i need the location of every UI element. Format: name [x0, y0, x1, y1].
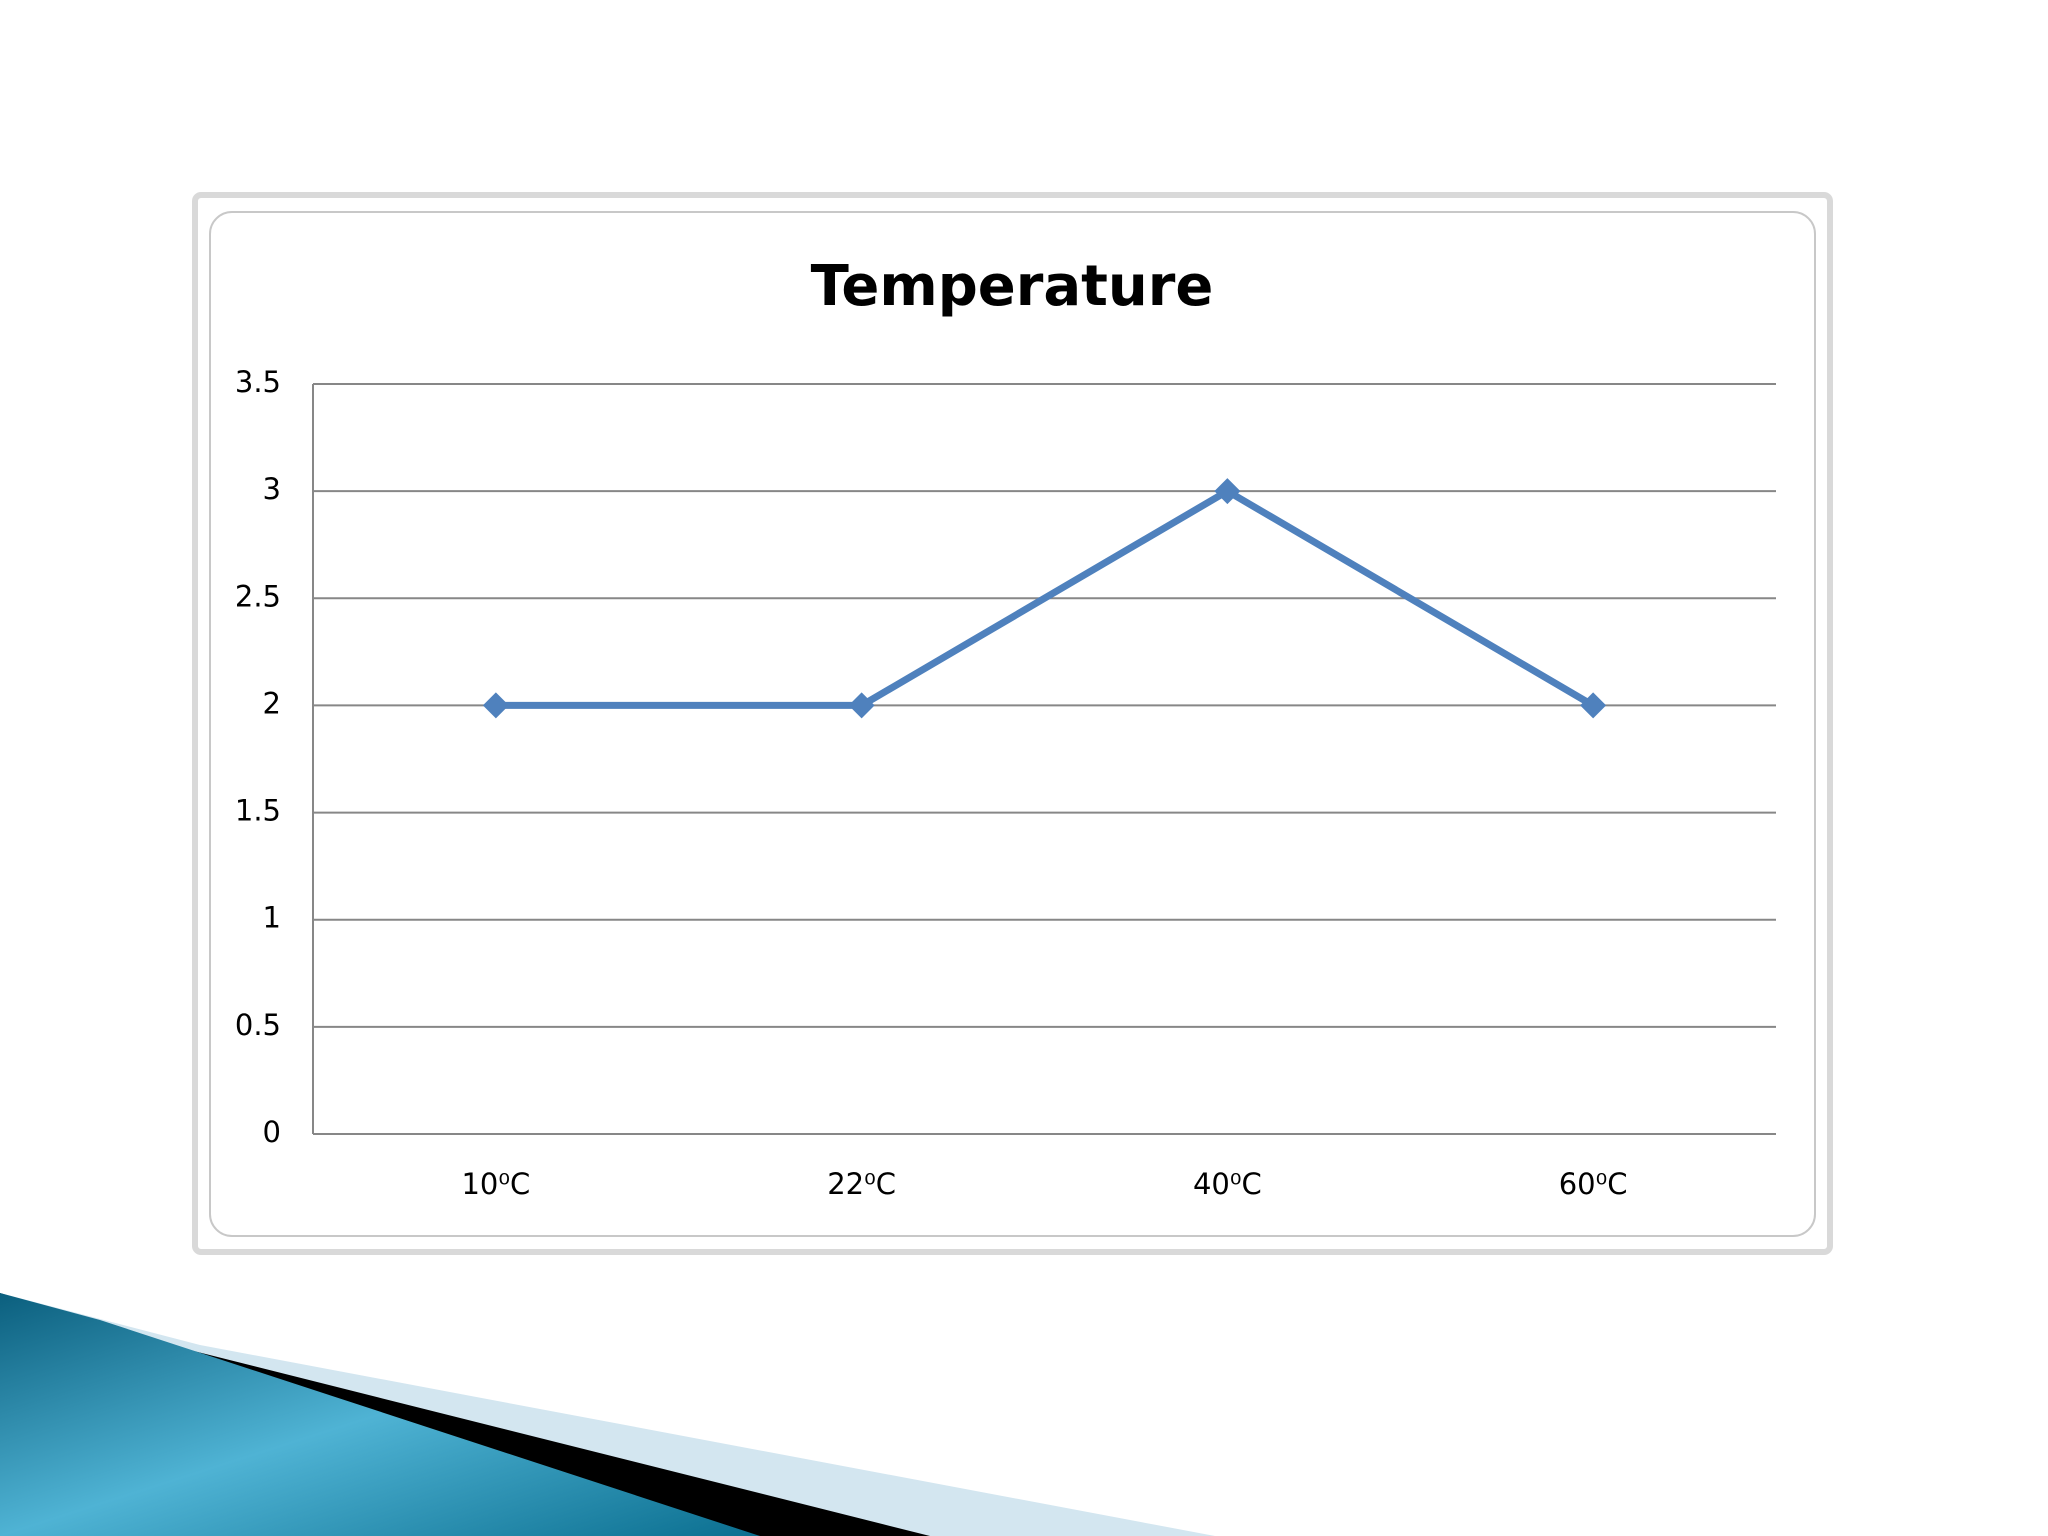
chart-frame — [192, 192, 1833, 1255]
y-tick-label: 1.5 — [235, 794, 281, 828]
marker — [848, 692, 875, 719]
y-tick-label: 2 — [263, 686, 281, 720]
marker — [1580, 692, 1607, 719]
chart-title: Temperature — [811, 254, 1214, 319]
decor-teal — [0, 1293, 760, 1536]
y-tick-label: 0 — [263, 1115, 281, 1149]
marker — [1214, 478, 1241, 505]
x-tick-label: 60⁰C — [1559, 1167, 1628, 1201]
y-tick-label: 3.5 — [235, 365, 281, 399]
series-line — [495, 487, 1595, 709]
marker — [482, 692, 509, 719]
chart-area — [209, 211, 1816, 1237]
y-tick-label: 2.5 — [235, 579, 281, 613]
y-tick-label: 0.5 — [235, 1008, 281, 1042]
x-tick-label: 22⁰C — [827, 1167, 896, 1201]
y-tick-label: 1 — [263, 901, 281, 935]
x-tick-label: 40⁰C — [1193, 1167, 1262, 1201]
y-tick-label: 3 — [263, 472, 281, 506]
x-tick-label: 10⁰C — [461, 1167, 530, 1201]
